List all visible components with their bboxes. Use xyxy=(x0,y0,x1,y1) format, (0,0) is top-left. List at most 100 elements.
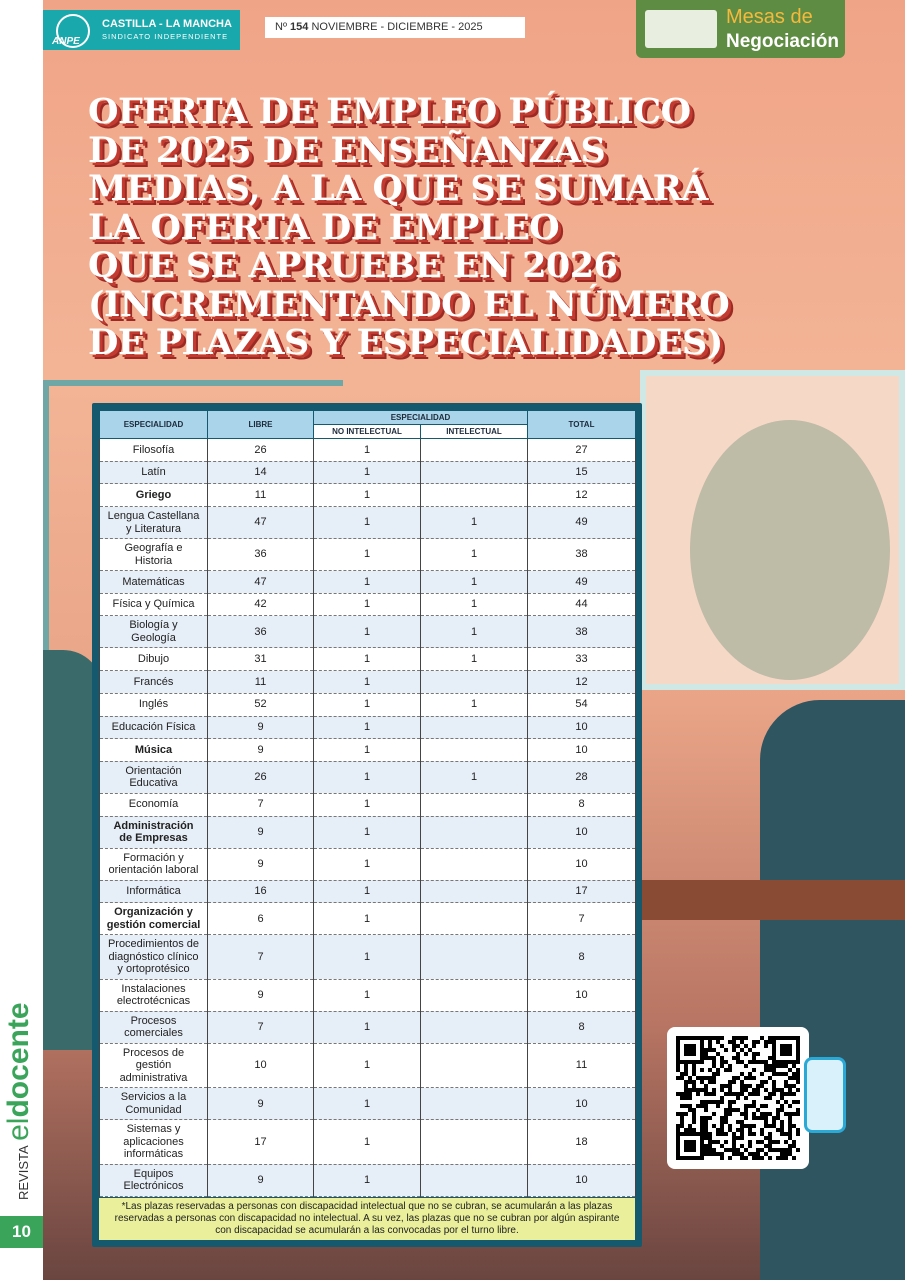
qr-module xyxy=(788,1088,792,1092)
qr-module xyxy=(708,1048,712,1052)
qr-module xyxy=(776,1036,780,1040)
qr-module xyxy=(780,1156,784,1160)
qr-module xyxy=(764,1136,768,1140)
cell: 1 xyxy=(420,761,528,794)
qr-module xyxy=(724,1112,728,1116)
cell: 26 xyxy=(207,761,314,794)
header-cell: ESPECIALIDAD xyxy=(99,410,208,439)
qr-module xyxy=(732,1100,736,1104)
qr-module xyxy=(740,1040,744,1044)
qr-module xyxy=(704,1128,708,1132)
cell: Procedimientos de diagnóstico clínico y … xyxy=(99,934,208,980)
qr-module xyxy=(728,1088,732,1092)
section-icon xyxy=(645,10,717,48)
qr-module xyxy=(676,1060,680,1064)
qr-module xyxy=(752,1156,756,1160)
qr-module xyxy=(780,1108,784,1112)
qr-module xyxy=(716,1104,720,1108)
qr-module xyxy=(700,1124,704,1128)
qr-module xyxy=(720,1088,724,1092)
qr-module xyxy=(740,1152,744,1156)
cell: Orientación Educativa xyxy=(99,761,208,794)
cell: 1 xyxy=(420,593,528,617)
qr-module xyxy=(732,1092,736,1096)
qr-module xyxy=(760,1060,764,1064)
cell xyxy=(420,1087,528,1121)
qr-module xyxy=(756,1148,760,1152)
cell: 9 xyxy=(207,1164,314,1197)
qr-module xyxy=(676,1052,680,1056)
qr-module xyxy=(692,1084,696,1088)
qr-module xyxy=(736,1128,740,1132)
qr-module xyxy=(680,1092,684,1096)
qr-module xyxy=(736,1036,740,1040)
cell: 1 xyxy=(313,880,421,904)
title-line: MEDIAS, A LA QUE SE SUMARÁ xyxy=(88,168,708,209)
qr-module xyxy=(784,1064,788,1068)
qr-module xyxy=(692,1080,696,1084)
qr-module xyxy=(728,1104,732,1108)
section-line1: Mesas de xyxy=(726,6,813,28)
qr-module xyxy=(692,1088,696,1092)
qr-module xyxy=(780,1044,784,1048)
cell: 8 xyxy=(527,934,636,980)
qr-module xyxy=(744,1148,748,1152)
qr-module xyxy=(752,1152,756,1156)
qr-module xyxy=(772,1072,776,1076)
qr-module xyxy=(788,1112,792,1116)
qr-module xyxy=(772,1092,776,1096)
qr-module xyxy=(768,1156,772,1160)
qr-module xyxy=(776,1116,780,1120)
qr-module xyxy=(716,1036,720,1040)
qr-module xyxy=(740,1136,744,1140)
qr-module xyxy=(732,1056,736,1060)
qr-module xyxy=(744,1112,748,1116)
qr-module xyxy=(736,1076,740,1080)
qr-module xyxy=(728,1084,732,1088)
qr-module xyxy=(688,1108,692,1112)
qr-module xyxy=(756,1116,760,1120)
qr-module xyxy=(720,1056,724,1060)
qr-module xyxy=(684,1144,688,1148)
cell: 1 xyxy=(313,816,421,849)
qr-module xyxy=(796,1148,800,1152)
qr-module xyxy=(760,1072,764,1076)
qr-module xyxy=(776,1060,780,1064)
table-row: Música 9 1 10 xyxy=(99,738,636,762)
cell: Dibujo xyxy=(99,647,208,672)
cell: 49 xyxy=(527,506,636,540)
qr-module xyxy=(688,1092,692,1096)
qr-module xyxy=(704,1084,708,1088)
qr-module xyxy=(684,1084,688,1088)
qr-module xyxy=(680,1112,684,1116)
qr-module xyxy=(728,1124,732,1128)
table-row: Latín 14 1 15 xyxy=(99,461,636,485)
qr-module xyxy=(796,1112,800,1116)
cell: 15 xyxy=(527,461,636,485)
table-row: Procesos de gestión administrativa 10 1 11 xyxy=(99,1043,636,1089)
header-cell: INTELECTUAL xyxy=(420,424,528,439)
qr-module xyxy=(704,1136,708,1140)
qr-module xyxy=(768,1092,772,1096)
cell: Inglés xyxy=(99,693,208,717)
qr-module xyxy=(700,1040,704,1044)
qr-module xyxy=(704,1132,708,1136)
qr-module xyxy=(684,1036,688,1040)
header-cell: TOTAL xyxy=(527,410,636,439)
qr-module xyxy=(776,1140,780,1144)
qr-module xyxy=(692,1140,696,1144)
qr-module xyxy=(796,1056,800,1060)
qr-module xyxy=(740,1072,744,1076)
cell: 6 xyxy=(207,902,314,936)
qr-module xyxy=(684,1148,688,1152)
qr-module xyxy=(688,1144,692,1148)
qr-module xyxy=(788,1044,792,1048)
qr-module xyxy=(676,1056,680,1060)
qr-module xyxy=(788,1152,792,1156)
cell xyxy=(420,483,528,508)
cell: Geografía e Historia xyxy=(99,538,208,572)
qr-module xyxy=(776,1088,780,1092)
qr-module xyxy=(780,1120,784,1124)
qr-module xyxy=(796,1076,800,1080)
qr-module xyxy=(704,1092,708,1096)
